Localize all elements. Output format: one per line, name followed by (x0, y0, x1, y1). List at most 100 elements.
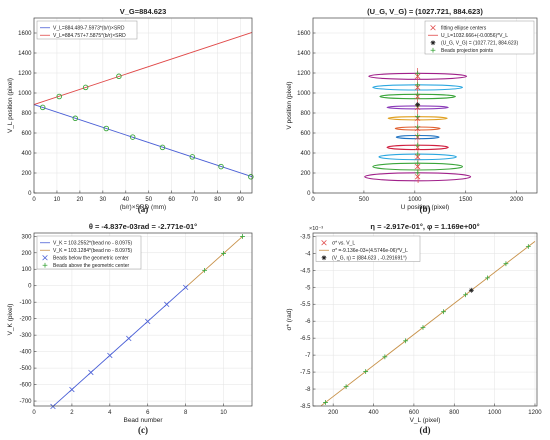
x-tick-label: 1000 (408, 197, 422, 203)
legend-label: V_K = 103.2552*(bead no - 8.0975) (53, 241, 132, 247)
series-line-1 (33, 32, 253, 105)
plot-area (34, 18, 252, 193)
x-tick-label: 10 (54, 197, 61, 203)
data-point (485, 275, 490, 281)
data-point (56, 93, 62, 100)
x-tick-label: 1000 (488, 410, 502, 416)
x-tick-label: 600 (409, 410, 420, 416)
data-point (129, 134, 136, 140)
x-tick-label: 0 (311, 197, 315, 203)
data-point (382, 354, 388, 360)
panel-label: (a) (138, 204, 149, 214)
y-tick-label: -4.5 (300, 268, 311, 274)
legend-label: V_L=884.757+7.5875*(b/r)×SRD (53, 33, 126, 39)
data-point (116, 73, 122, 80)
y-tick-label: -6 (305, 319, 311, 325)
y-tick-label: 400 (21, 151, 32, 157)
y-tick-label: 300 (21, 234, 32, 240)
legend-marker (42, 262, 48, 268)
legend-label: (U_G, V_G) = (1027.721, 884.623) (441, 41, 518, 47)
y-tick-label: 0 (307, 191, 311, 197)
legend-label: Beads projection points (441, 48, 493, 54)
y-tick-label: 1400 (18, 51, 32, 57)
chart-title: (U_G, V_G) = (1027.721, 884.623) (367, 7, 483, 16)
plot-area (313, 233, 537, 406)
legend-box (424, 20, 535, 55)
panel-label: (c) (138, 425, 148, 435)
y-tick-label: 200 (21, 251, 32, 257)
y-tick-label: 600 (21, 131, 32, 137)
data-point (145, 318, 151, 325)
y-tick-label: 200 (300, 171, 311, 177)
highlight-point (468, 287, 474, 293)
chart-panel-a: 0 10 20 30 40 50 60 70 80 90 0 200 400 600 800 1000 1200… (7, 7, 254, 214)
y-tick-label: -100 (19, 300, 32, 306)
series-line-0 (320, 240, 536, 407)
y-tick-label: -4 (305, 251, 311, 257)
y-tick-label: -7 (305, 353, 311, 359)
bead-point (415, 82, 421, 88)
x-tick-label: 500 (359, 197, 370, 203)
panel-label: (d) (420, 425, 431, 435)
y-tick-label: 0 (28, 284, 32, 290)
y-axis-label: V_L position (pixel) (7, 78, 14, 133)
y-tick-label: -7.5 (300, 370, 311, 376)
y-tick-label: 1200 (18, 71, 32, 77)
data-point (221, 251, 226, 256)
data-point (82, 84, 89, 91)
y-tick-label: 200 (21, 171, 32, 177)
bead-point (415, 133, 421, 138)
legend-label: V_L=884.489-7.5973*(b/r)×SRD (53, 26, 125, 32)
ellipse-center (414, 174, 421, 180)
x-tick-label: 20 (77, 197, 84, 203)
chart-title: V_G=884.623 (120, 7, 167, 16)
data-point (72, 115, 79, 122)
legend-marker (321, 240, 327, 246)
ellipse-center (414, 163, 421, 170)
legend-label: fitting ellipse centers (441, 26, 487, 32)
x-axis-label: V_L (pixel) (410, 417, 441, 424)
legend-label: U_L=1032.666+(-0.0056)*V_L (441, 33, 508, 39)
legend-marker (430, 25, 436, 31)
data-point (103, 125, 110, 132)
bead-point (415, 124, 421, 130)
y-tick-label: 0 (28, 191, 32, 197)
data-point (240, 234, 245, 239)
chart-panel-b: 0 500 1000 1500 2000 0 200 400 600 800 1000 1200 140… (286, 7, 538, 214)
x-axis-label: U position (pixel) (401, 204, 449, 211)
data-point (363, 369, 369, 374)
y-tick-label: -5 (305, 285, 311, 291)
x-tick-label: 2000 (510, 197, 524, 203)
series-line-0 (33, 104, 253, 178)
bead-point (415, 142, 421, 148)
x-tick-label: 800 (449, 410, 460, 416)
data-point (403, 338, 409, 344)
x-tick-label: 0 (32, 197, 36, 203)
x-tick-label: 0 (32, 410, 36, 416)
y-tick-label: -700 (19, 399, 32, 405)
bead-point (415, 91, 421, 97)
x-axis-label: (b/r)×SRD (mm) (120, 204, 166, 211)
x-tick-label: 200 (328, 410, 339, 416)
chart-panel-d: 200 400 600 800 1000 1200 -8.5 -8 -7.5 -7 -6.5 -6 -5… (286, 222, 542, 435)
data-point (69, 386, 75, 393)
x-tick-label: 10 (220, 410, 227, 416)
legend-label: Beads above the geometric center (53, 263, 129, 269)
y-tick-label: -200 (19, 317, 32, 323)
data-point (164, 301, 170, 308)
bead-point (415, 160, 421, 166)
ellipse-center (414, 73, 421, 79)
y-tick-label: -8.5 (300, 404, 311, 410)
plot-frame (33, 232, 253, 407)
data-point (107, 352, 113, 359)
y-tick-label: 1600 (18, 31, 32, 37)
y-scale-label: ×10⁻³ (309, 226, 323, 232)
y-tick-label: 600 (300, 131, 311, 137)
data-point (39, 104, 46, 111)
chart-panel-c: 0 2 4 6 8 10 -700 -600 -500 -400 -300 -200 -100 0 100 2… (7, 222, 253, 435)
legend-marker (42, 255, 48, 261)
data-point (88, 369, 94, 376)
y-tick-label: 1000 (297, 91, 311, 97)
ellipse-center (414, 84, 421, 91)
